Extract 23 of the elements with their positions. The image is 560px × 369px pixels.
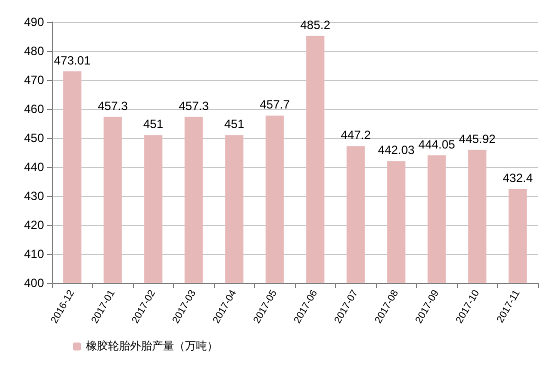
data-label: 444.05	[418, 137, 456, 152]
y-tick-label: 410	[24, 247, 44, 261]
y-tick-label: 470	[24, 73, 44, 87]
legend-label: 橡胶轮胎外胎产量（万吨）	[86, 340, 218, 352]
data-label: 445.92	[458, 132, 496, 146]
y-tick-label: 420	[24, 218, 44, 232]
y-tick-label: 430	[24, 189, 44, 203]
y-tick-label: 440	[24, 160, 44, 174]
data-label: 457.3	[98, 98, 128, 113]
y-tick-label: 490	[24, 15, 44, 29]
y-tick-label: 480	[24, 44, 44, 58]
data-label: 473.01	[54, 53, 91, 68]
data-label: 451	[224, 117, 245, 132]
data-label: 485.2	[300, 18, 331, 32]
data-label: 432.4	[502, 171, 534, 186]
data-label: 457.7	[260, 98, 290, 112]
data-label: 457.3	[178, 98, 210, 113]
y-tick-label: 460	[24, 102, 44, 116]
data-label: 442.03	[378, 143, 415, 158]
data-label: 447.2	[340, 128, 372, 142]
data-label: 451	[143, 117, 164, 132]
y-tick-label: 450	[24, 131, 44, 145]
y-tick-label: 400	[24, 276, 44, 290]
